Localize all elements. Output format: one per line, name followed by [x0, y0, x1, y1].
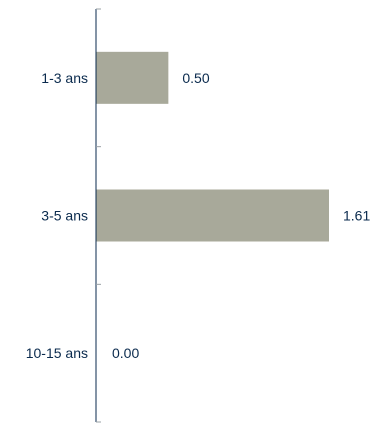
value-label: 0.50: [182, 70, 209, 86]
category-label: 10-15 ans: [26, 345, 88, 361]
value-labels: 0.50 1.61 0.00: [112, 70, 370, 361]
value-label: 0.00: [112, 345, 139, 361]
bars-group: [96, 51, 329, 242]
value-label: 1.61: [343, 208, 370, 224]
y-axis: [95, 8, 101, 423]
bar: [96, 51, 169, 104]
category-labels: 1-3 ans 3-5 ans 10-15 ans: [26, 70, 88, 361]
category-label: 3-5 ans: [41, 208, 88, 224]
bar: [96, 189, 329, 242]
category-label: 1-3 ans: [41, 70, 88, 86]
